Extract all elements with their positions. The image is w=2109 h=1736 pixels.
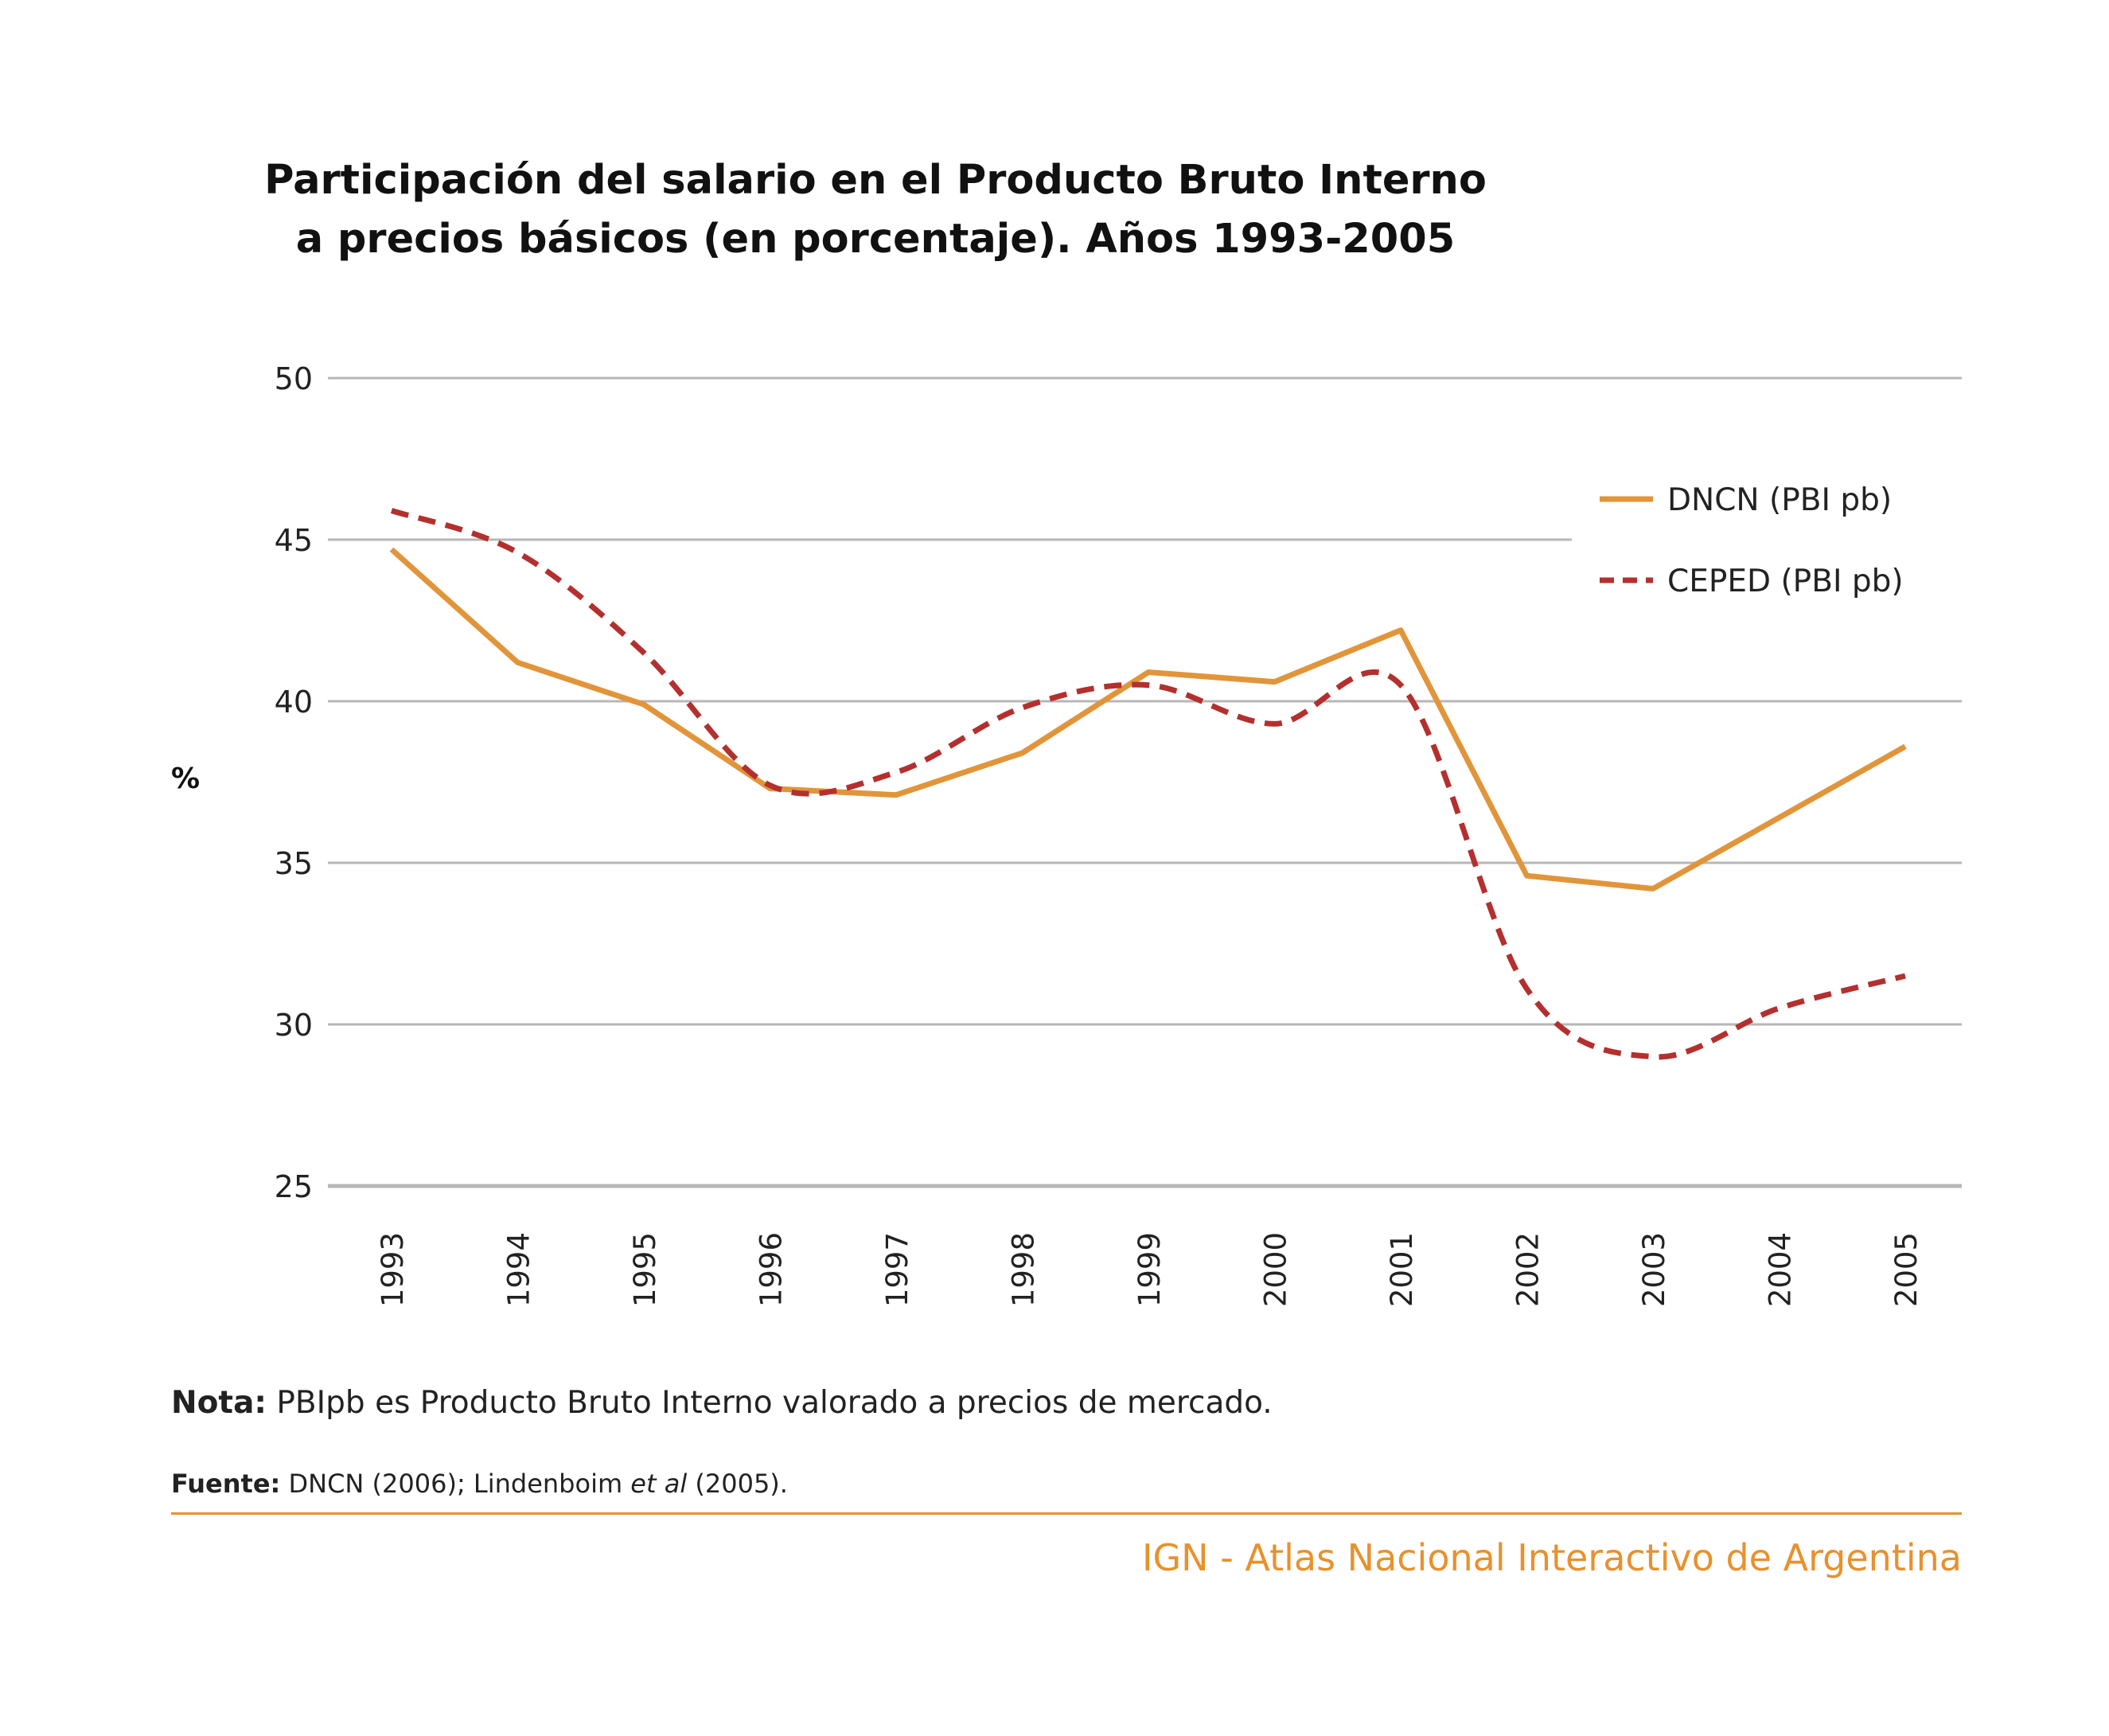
legend: DNCN (PBI pb) CEPED (PBI pb) bbox=[1600, 482, 1904, 599]
x-tick-label: 2002 bbox=[1511, 1232, 1546, 1307]
legend-label-2: CEPED (PBI pb) bbox=[1667, 564, 1904, 599]
x-tick-labels: 1993 1994 1995 1996 1997 1998 1999 2000 2001 2002… bbox=[376, 1232, 1924, 1307]
x-tick-label: 1996 bbox=[754, 1232, 789, 1307]
note-label: Nota: bbox=[171, 1385, 267, 1421]
series-line-1 bbox=[389, 547, 1907, 891]
chart-title-line-1: Participación del salario en el Producto… bbox=[264, 157, 1487, 204]
y-axis-label: % bbox=[171, 763, 200, 795]
x-tick-label: 1993 bbox=[376, 1232, 410, 1307]
x-tick-label: 1994 bbox=[502, 1232, 536, 1307]
y-tick-labels: 25 30 35 40 45 50 bbox=[275, 361, 313, 1204]
x-tick-label: 2001 bbox=[1385, 1232, 1419, 1307]
source-text-italic: et al bbox=[630, 1469, 688, 1499]
chart-title-line-2: a precios básicos (en porcentaje). Años … bbox=[295, 216, 1456, 263]
source-text-2: (2005). bbox=[687, 1469, 788, 1499]
x-tick-label: 1999 bbox=[1132, 1232, 1167, 1307]
footer-divider bbox=[171, 1512, 1962, 1515]
source-label: Fuente: bbox=[171, 1469, 281, 1499]
x-tick-label: 1997 bbox=[880, 1232, 914, 1307]
y-tick-label: 45 bbox=[275, 523, 313, 558]
y-tick-label: 30 bbox=[275, 1008, 313, 1043]
source: Fuente: DNCN (2006); Lindenboim et al (2… bbox=[171, 1469, 788, 1499]
note-text: PBIpb es Producto Bruto Interno valorado… bbox=[267, 1385, 1273, 1421]
x-tick-label: 2000 bbox=[1259, 1232, 1293, 1307]
note: Nota: PBIpb es Producto Bruto Interno va… bbox=[171, 1385, 1273, 1421]
y-tick-label: 25 bbox=[275, 1169, 313, 1204]
gridlines bbox=[328, 376, 1962, 1188]
chart-title: Participación del salario en el Producto… bbox=[0, 151, 1751, 269]
x-tick-label: 2005 bbox=[1889, 1232, 1924, 1307]
series-line-2 bbox=[390, 508, 1906, 1060]
x-tick-label: 2004 bbox=[1764, 1232, 1798, 1307]
series-lines bbox=[389, 508, 1907, 1060]
x-tick-label: 1998 bbox=[1007, 1232, 1041, 1307]
x-tick-label: 2003 bbox=[1637, 1232, 1671, 1307]
y-tick-label: 50 bbox=[275, 361, 313, 396]
y-tick-label: 35 bbox=[275, 846, 313, 881]
x-tick-label: 1995 bbox=[628, 1232, 662, 1307]
legend-label-1: DNCN (PBI pb) bbox=[1667, 482, 1892, 518]
footer-credit: IGN - Atlas Nacional Interactivo de Arge… bbox=[1141, 1536, 1962, 1579]
y-tick-label: 40 bbox=[275, 685, 313, 720]
source-text-1: DNCN (2006); Lindenboim bbox=[280, 1469, 631, 1499]
